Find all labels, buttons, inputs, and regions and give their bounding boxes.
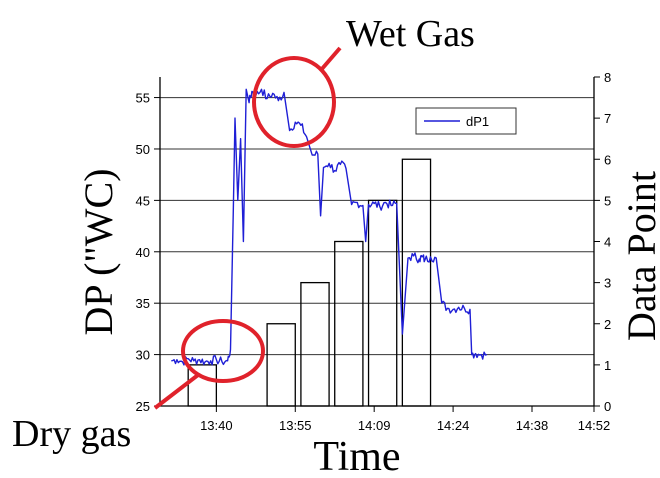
y-left-tick-label: 25 (136, 399, 150, 414)
y-right-tick-label: 4 (604, 235, 611, 250)
data-point-bar (266, 323, 296, 407)
y-right-tick-label: 6 (604, 152, 611, 167)
y-right-tick-label: 8 (604, 70, 611, 85)
data-point-bar (300, 281, 330, 407)
dry-gas-circle (181, 319, 265, 383)
anno-layer: Wet Gas Dry gas (12, 13, 475, 455)
legend-label-dP1: dP1 (466, 114, 489, 129)
y-right-tick-label: 2 (604, 317, 611, 332)
data-point-bar (334, 240, 364, 407)
x-tick-label: 14:24 (437, 418, 470, 433)
y-right-tick-label: 5 (604, 193, 611, 208)
x-tick-label: 13:55 (279, 418, 312, 433)
bars-layer (187, 158, 432, 407)
y-right-tick-label: 7 (604, 111, 611, 126)
y-left-tick-label: 50 (136, 142, 150, 157)
x-axis-label: Time (313, 434, 400, 478)
y-left-tick-label: 35 (136, 296, 150, 311)
grid-layer (160, 97, 594, 356)
series-line-dP1 (171, 88, 488, 366)
x-tick-label: 14:38 (516, 418, 549, 433)
y-left-tick-label: 45 (136, 193, 150, 208)
y-left-tick-label: 40 (136, 245, 150, 260)
dry-gas-annotation: Dry gas (12, 413, 131, 455)
dry-gas-pointer (153, 373, 200, 410)
wet-gas-pointer (319, 46, 342, 72)
y-right-tick-label: 3 (604, 276, 611, 291)
y-axis-right-label: Data Point (619, 171, 660, 341)
x-tick-label: 14:52 (578, 418, 611, 433)
x-tick-label: 14:09 (358, 418, 391, 433)
axes-layer (159, 77, 595, 407)
x-tick-label: 13:40 (200, 418, 233, 433)
y-left-tick-label: 30 (136, 348, 150, 363)
y-left-tick-label: 55 (136, 91, 150, 106)
wet-gas-circle (252, 56, 336, 148)
y-right-tick-label: 1 (604, 358, 611, 373)
legend-layer: dP1 (415, 107, 517, 135)
y-axis-left-label: DP ("WC) (76, 168, 121, 335)
line-layer (171, 88, 488, 366)
wet-gas-annotation: Wet Gas (346, 13, 475, 55)
y-right-tick-label: 0 (604, 399, 611, 414)
